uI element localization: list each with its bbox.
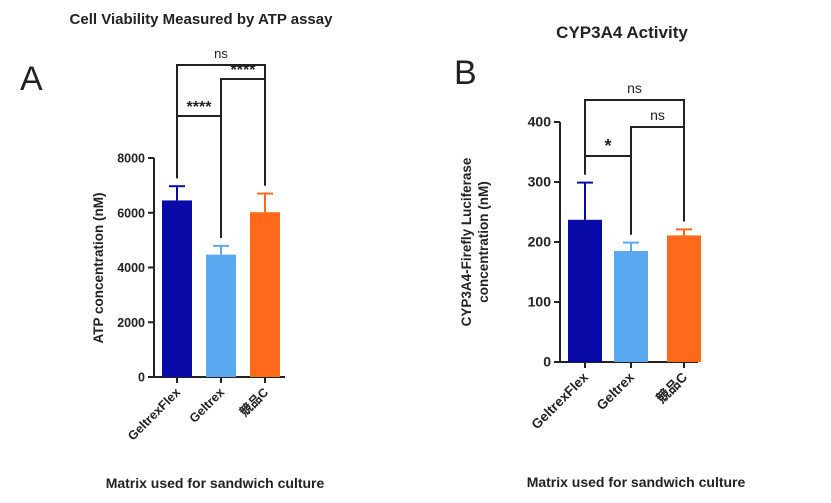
bar [206,254,236,377]
x-tick-label: Geltrex [187,385,227,425]
y-tick-label: 200 [528,234,552,250]
y-tick-label: 4000 [117,261,145,275]
y-tick-label: 400 [528,114,552,130]
significance-bracket [630,126,685,235]
significance-label: ns [627,80,642,96]
panel-b: CYP3A4 Activity B Matrix used for sandwi… [454,23,746,490]
bar [162,200,192,377]
significance-label: ns [214,46,228,61]
significance-label: * [604,136,611,156]
y-tick-label: 300 [528,174,552,190]
bar [614,251,648,362]
x-tick-label: Geltrex [594,369,638,413]
significance-bracket [584,99,685,222]
significance-label: **** [187,99,213,116]
significance-label: ns [650,107,665,123]
bar [667,235,701,362]
panel-a: Cell Viability Measured by ATP assay A M… [20,11,333,491]
x-tick-label: 競品C [653,369,690,406]
bar [250,212,280,377]
chart-a-title: Cell Viability Measured by ATP assay [70,11,334,28]
y-tick-label: 100 [528,294,552,310]
bar [568,219,602,362]
chart-a-ylabel: ATP concentration (nM) [91,193,106,344]
chart-b-ylabel-line1: CYP3A4-Firefly Luciferase [459,157,474,326]
x-tick-label: GeltrexFlex [125,385,183,443]
y-tick-label: 0 [138,371,145,385]
chart-a-marks: 0 2000 4000 6000 8000 GeltrexFlex Geltrex 競品C **… [117,46,285,443]
y-tick-label: 8000 [117,152,145,166]
y-tick-label: 6000 [117,206,145,220]
x-tick-label: GeltrexFlex [529,369,592,432]
chart-b-title: CYP3A4 Activity [556,23,688,42]
significance-label: **** [231,62,257,79]
chart-a-xlabel: Matrix used for sandwich culture [106,475,325,491]
y-tick-label: 2000 [117,316,145,330]
significance-bracket [176,64,266,186]
panel-b-letter: B [454,54,477,92]
chart-b-ylabel-line2: concentration (nM) [476,181,491,303]
x-tick-label: 競品C [236,385,271,420]
chart-b-xlabel: Matrix used for sandwich culture [527,474,746,490]
y-tick-label: 0 [543,354,551,370]
panel-a-letter: A [20,60,43,98]
